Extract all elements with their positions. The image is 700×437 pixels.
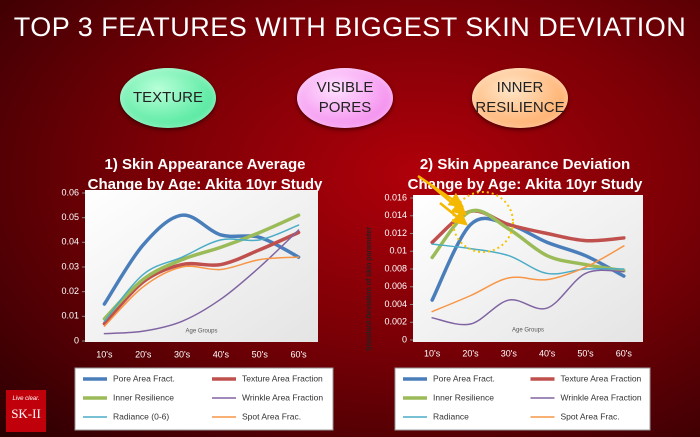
y-tick-label: 0.02 xyxy=(61,286,79,296)
y-tick-label: 0.002 xyxy=(384,317,407,327)
badge: INNER RESILIENCE xyxy=(472,68,568,128)
legend-label: Pore Area Fract. xyxy=(433,373,495,383)
legend-item: Radiance xyxy=(403,411,469,421)
y-tick-label: 0.016 xyxy=(384,192,407,202)
legend-item: Texture Area Fraction xyxy=(530,373,642,383)
x-tick-label: 50's xyxy=(577,348,594,358)
legend-label: Inner Resilience xyxy=(113,392,174,402)
x-tick-label: 40's xyxy=(539,348,556,358)
y-tick-label: 0.05 xyxy=(61,212,79,222)
legend-label: Texture Area Fraction xyxy=(561,373,642,383)
y-tick-label: 0.008 xyxy=(384,263,407,273)
legend-label: Spot Area Frac. xyxy=(561,411,620,421)
series-line xyxy=(102,230,301,326)
x-tick-label: 40's xyxy=(213,349,230,359)
y-tick-label: 0.01 xyxy=(389,246,407,256)
x-axis-label: Age Groups xyxy=(185,329,217,335)
badge: VISIBLE PORES xyxy=(297,68,393,128)
x-tick-label: 30's xyxy=(174,349,191,359)
y-tick-label: 0.03 xyxy=(61,261,79,271)
legend-label: Wrinkle Area Fraction xyxy=(242,392,323,402)
y-tick-label: 0 xyxy=(402,334,407,344)
legend-item: Inner Resilience xyxy=(83,392,174,402)
y-tick-label: 0 xyxy=(74,335,79,345)
legend-item: Radiance (0-6) xyxy=(83,411,169,421)
series-line xyxy=(431,243,625,275)
series-line xyxy=(103,256,300,327)
series-line xyxy=(102,213,301,321)
y-tick-label: 0.06 xyxy=(61,187,79,197)
series-line xyxy=(431,269,625,326)
legend-label: Texture Area Fraction xyxy=(242,373,323,383)
legend-label: Inner Resilience xyxy=(433,392,494,402)
chart-title: 2) Skin Appearance Deviation Change by A… xyxy=(407,156,643,193)
legend-item: Spot Area Frac. xyxy=(530,411,620,421)
legend-item: Pore Area Fract. xyxy=(83,373,175,383)
series-line xyxy=(102,213,301,306)
series-line xyxy=(103,224,300,323)
y-tick-label: 0.012 xyxy=(384,228,407,238)
legend-item: Wrinkle Area Fraction xyxy=(212,392,323,402)
y-tick-label: 0.006 xyxy=(384,281,407,291)
y-tick-label: 0.04 xyxy=(61,237,79,247)
legend-box xyxy=(394,367,651,431)
series-line xyxy=(430,216,626,302)
badge: TEXTURE xyxy=(120,68,216,128)
y-tick-label: 0.014 xyxy=(384,210,407,220)
legend-label: Wrinkle Area Fraction xyxy=(561,392,642,402)
legend-item: Pore Area Fract. xyxy=(403,373,495,383)
series-line xyxy=(103,229,300,335)
y-axis-label: Standard Deviation of skin parameter xyxy=(366,227,373,351)
legend-label: Spot Area Frac. xyxy=(242,411,301,421)
x-tick-label: 10's xyxy=(96,349,113,359)
x-tick-label: 60's xyxy=(290,349,307,359)
legend-box xyxy=(74,367,334,431)
x-axis-label: Age Groups xyxy=(512,328,544,334)
x-tick-label: 60's xyxy=(616,348,633,358)
legend-label: Radiance xyxy=(433,411,469,421)
x-tick-label: 50's xyxy=(252,349,269,359)
legend-item: Spot Area Frac. xyxy=(212,411,301,421)
chart-layer: 0 0.01 0.02 0.03 0.04 0.05 0.06 10's 20's 30's 40'… xyxy=(61,187,651,431)
logo: Live clear. SK-II xyxy=(6,390,46,432)
logo-brand: SK-II xyxy=(11,406,41,421)
y-tick-label: 0.01 xyxy=(61,311,79,321)
legend-item: Texture Area Fraction xyxy=(212,373,323,383)
slide-title: TOP 3 FEATURES WITH BIGGEST SKIN DEVIATI… xyxy=(13,12,687,42)
chart-title: 1) Skin Appearance Average Change by Age… xyxy=(87,156,323,193)
legend-label: Radiance (0-6) xyxy=(113,411,169,421)
x-tick-label: 20's xyxy=(462,348,479,358)
logo-tagline: Live clear. xyxy=(12,396,40,402)
legend-item: Wrinkle Area Fraction xyxy=(530,392,642,402)
y-tick-label: 0.004 xyxy=(384,299,407,309)
legend-label: Pore Area Fract. xyxy=(113,373,175,383)
series-line xyxy=(431,245,625,313)
x-tick-label: 30's xyxy=(501,348,518,358)
x-tick-label: 10's xyxy=(424,348,441,358)
legend-item: Inner Resilience xyxy=(403,392,494,402)
x-tick-label: 20's xyxy=(135,349,152,359)
annotation xyxy=(417,174,514,253)
